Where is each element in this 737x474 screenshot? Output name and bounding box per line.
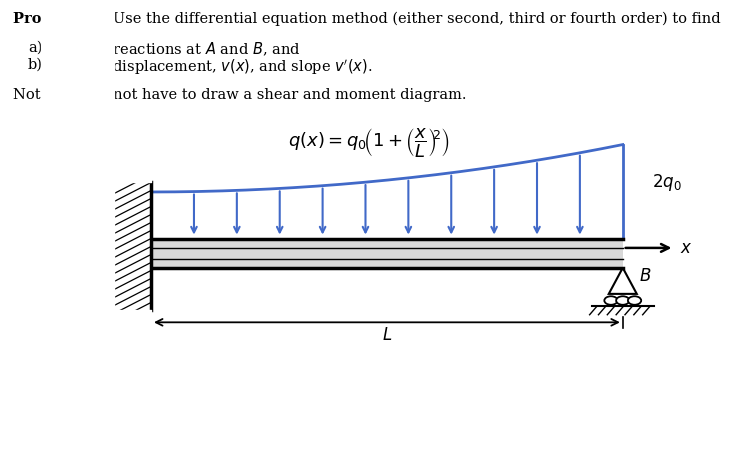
Polygon shape <box>609 268 637 294</box>
Text: $L$: $L$ <box>382 326 392 344</box>
Circle shape <box>616 296 629 305</box>
Text: .  Use the differential equation method (either second, third or fourth order) t: . Use the differential equation method (… <box>99 12 720 26</box>
Text: $B$: $B$ <box>639 267 652 284</box>
Circle shape <box>604 296 618 305</box>
Text: a): a) <box>28 40 43 55</box>
Text: Problem 3: Problem 3 <box>13 12 97 26</box>
Text: Note: You do not have to draw a shear and moment diagram.: Note: You do not have to draw a shear an… <box>13 88 467 102</box>
Text: $A$: $A$ <box>97 246 111 264</box>
Polygon shape <box>114 182 151 310</box>
Text: b): b) <box>28 58 43 72</box>
Text: $x$: $x$ <box>680 239 693 257</box>
Text: $q_0$: $q_0$ <box>91 207 111 225</box>
Polygon shape <box>151 239 623 268</box>
Text: $q(x) = q_0\!\left(1 + \left(\dfrac{x}{L}\right)^{\!\!2}\right)$: $q(x) = q_0\!\left(1 + \left(\dfrac{x}{L… <box>287 126 450 159</box>
Text: $2q_0$: $2q_0$ <box>652 172 682 193</box>
Text: The displacement, $v(\mathit{x})$, and slope $v'(\mathit{x})$.: The displacement, $v(\mathit{x})$, and s… <box>80 58 372 77</box>
Circle shape <box>628 296 641 305</box>
Text: The reactions at $\mathit{A}$ and $\mathit{B}$, and: The reactions at $\mathit{A}$ and $\math… <box>80 40 300 58</box>
